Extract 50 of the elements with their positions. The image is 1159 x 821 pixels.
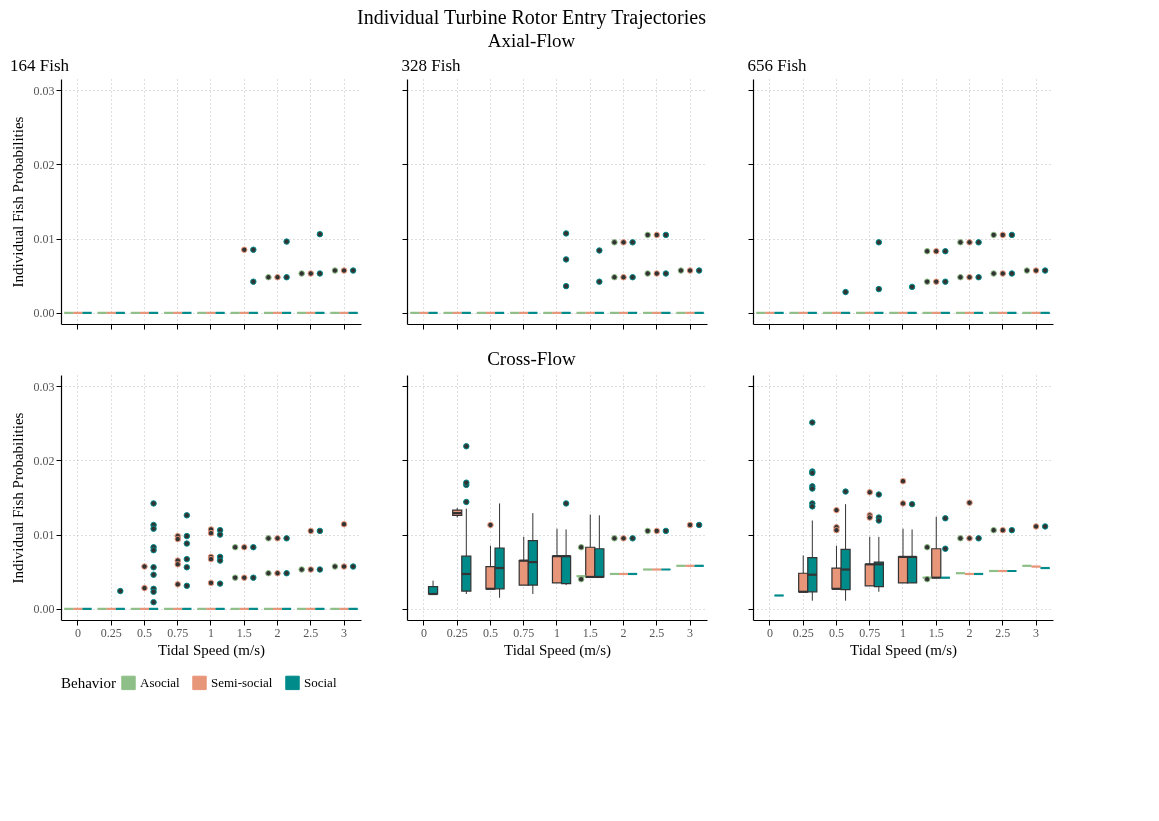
legend-label: Asocial bbox=[140, 674, 181, 690]
y-tick-label: 0.03 bbox=[33, 379, 55, 394]
x-tick-label: 0 bbox=[74, 625, 81, 640]
x-tick-label: 3 bbox=[341, 625, 348, 640]
x-tick-label: 0 bbox=[420, 625, 427, 640]
y-tick-label: 0.02 bbox=[33, 157, 55, 172]
legend-label: Social bbox=[304, 674, 337, 690]
y-tick-label: 0.02 bbox=[33, 453, 55, 468]
legend-label: Semi-social bbox=[211, 674, 273, 690]
x-tick-label: 1.5 bbox=[582, 625, 598, 640]
x-tick-label: 0.5 bbox=[136, 625, 152, 640]
y-tick-label: 0.00 bbox=[33, 602, 55, 617]
y-tick-label: 0.00 bbox=[33, 306, 55, 321]
x-tick-label: 0.75 bbox=[859, 625, 881, 640]
x-tick-label: 1 bbox=[900, 625, 906, 640]
x-tick-label: 2 bbox=[274, 625, 281, 640]
y-tick-label: 0.03 bbox=[33, 83, 55, 98]
y-tick-label: 0.01 bbox=[33, 232, 55, 247]
x-tick-label: 2.5 bbox=[303, 625, 319, 640]
x-tick-label: 0.75 bbox=[167, 625, 189, 640]
x-tick-label: 3 bbox=[1033, 625, 1040, 640]
chart-title: 164 Fish bbox=[10, 56, 70, 75]
text: Cross-Flow bbox=[487, 348, 577, 369]
text: Individual Turbine Rotor Entry Trajectories bbox=[357, 6, 707, 29]
x-tick-label: 1 bbox=[208, 625, 214, 640]
y-axis-title: Individual Fish Probabilities bbox=[9, 412, 26, 584]
x-tick-label: 0.5 bbox=[482, 625, 498, 640]
x-tick-label: 0.25 bbox=[792, 625, 814, 640]
x-tick-label: 2.5 bbox=[649, 625, 665, 640]
x-axis-title: Tidal Speed (m/s) bbox=[504, 641, 611, 659]
x-tick-label: 0.5 bbox=[828, 625, 844, 640]
y-tick-label: 0.01 bbox=[33, 528, 55, 543]
x-tick-label: 0.25 bbox=[100, 625, 122, 640]
x-tick-label: 0.75 bbox=[513, 625, 535, 640]
x-tick-label: 2 bbox=[620, 625, 627, 640]
x-tick-label: 1 bbox=[554, 625, 560, 640]
x-tick-label: 1.5 bbox=[236, 625, 252, 640]
legend-title: Behavior bbox=[61, 675, 116, 691]
x-tick-label: 3 bbox=[687, 625, 694, 640]
x-tick-label: 0 bbox=[766, 625, 773, 640]
chart-title: 328 Fish bbox=[401, 56, 462, 75]
y-axis-title: Individual Fish Probabilities bbox=[9, 116, 26, 288]
chart-title: 656 Fish bbox=[747, 56, 808, 75]
x-tick-label: 1.5 bbox=[928, 625, 944, 640]
text: Axial-Flow bbox=[487, 30, 576, 51]
x-tick-label: 2.5 bbox=[995, 625, 1011, 640]
x-axis-title: Tidal Speed (m/s) bbox=[158, 641, 265, 659]
x-axis-title: Tidal Speed (m/s) bbox=[850, 641, 957, 659]
x-tick-label: 0.25 bbox=[446, 625, 468, 640]
x-tick-label: 2 bbox=[966, 625, 973, 640]
